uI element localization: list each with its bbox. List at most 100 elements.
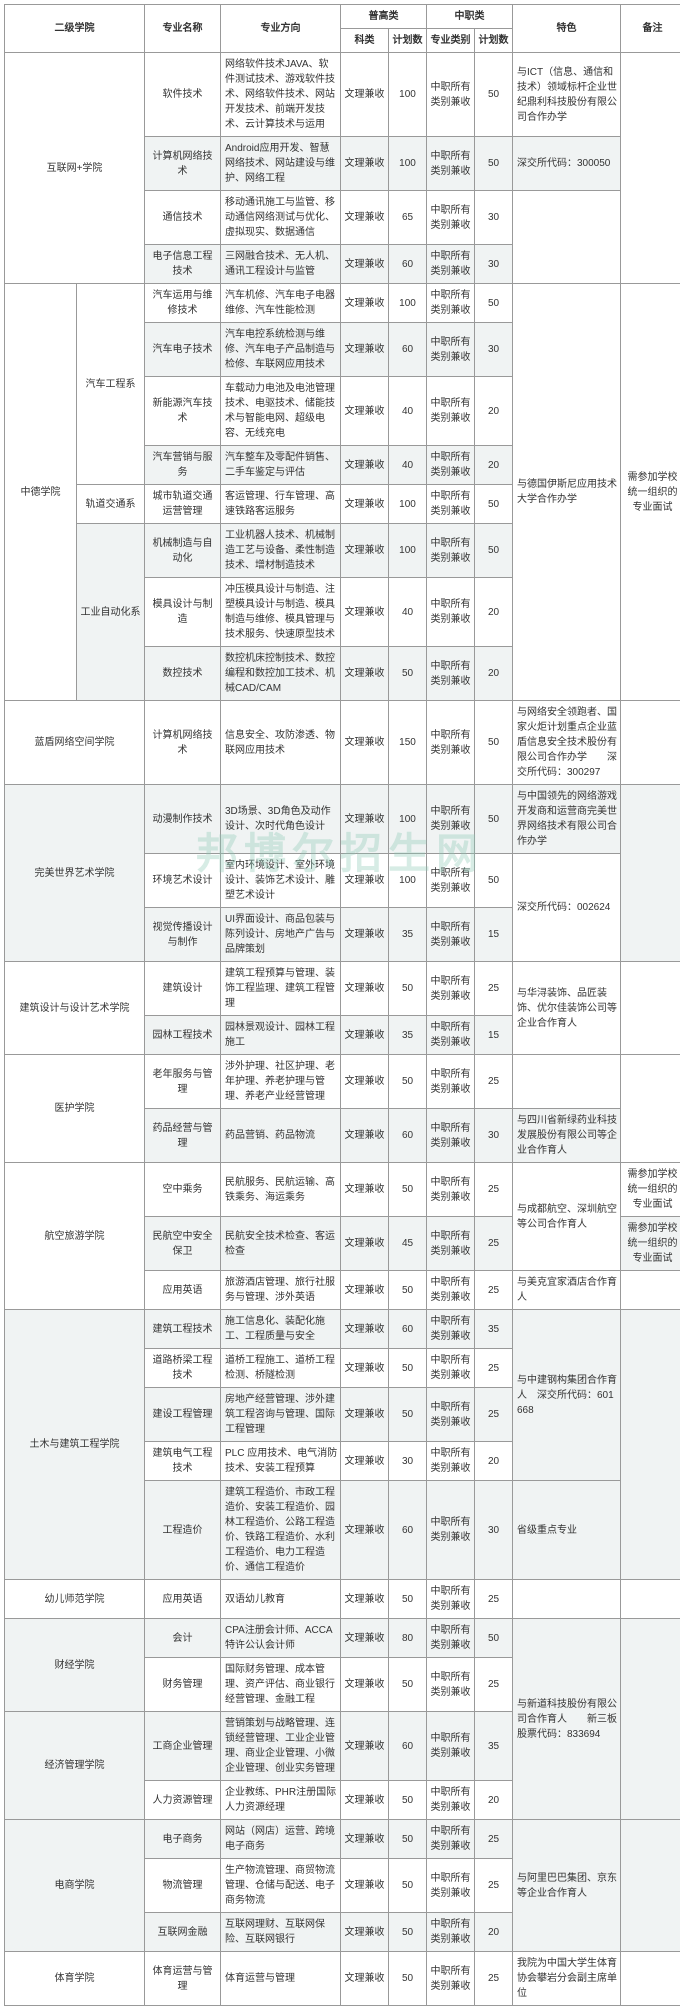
cell: 150 xyxy=(389,701,427,785)
th-major: 专业名称 xyxy=(145,5,221,53)
cell: PLC 应用技术、电气消防技术、安装工程预算 xyxy=(221,1442,341,1481)
cell: 三网融合技术、无人机、通讯工程设计与监管 xyxy=(221,245,341,284)
cell: 中职所有类别兼收 xyxy=(427,446,475,485)
cell: 财务管理 xyxy=(145,1658,221,1712)
cell: 文理兼收 xyxy=(341,785,389,854)
cell: 50 xyxy=(475,137,513,191)
th-vocational: 中职类 xyxy=(427,5,513,29)
cell: 城市轨道交通运营管理 xyxy=(145,485,221,524)
table-header: 二级学院 专业名称 专业方向 普高类 中职类 特色 备注 科类 计划数 专业类别… xyxy=(5,5,680,53)
cell: 文理兼收 xyxy=(341,1109,389,1163)
cell: 施工信息化、装配化施工、工程质量与安全 xyxy=(221,1310,341,1349)
cell: 建筑工程预算与管理、装饰工程监理、建筑工程管理 xyxy=(221,962,341,1016)
cell: 文理兼收 xyxy=(341,854,389,908)
cell: 50 xyxy=(389,1271,427,1310)
cell: 信息安全、攻防渗透、物联网应用技术 xyxy=(221,701,341,785)
cell: 中职所有类别兼收 xyxy=(427,647,475,701)
cell: 50 xyxy=(389,1952,427,2006)
cell: 文理兼收 xyxy=(341,53,389,137)
cell: 中职所有类别兼收 xyxy=(427,578,475,647)
cell: 与新道科技股份有限公司合作育人 新三板股票代码：833694 xyxy=(513,1619,621,1820)
cell: 文理兼收 xyxy=(341,1388,389,1442)
cell: 模具设计与制造 xyxy=(145,578,221,647)
cell: 中职所有类别兼收 xyxy=(427,1952,475,2006)
cell: 中职所有类别兼收 xyxy=(427,377,475,446)
cell: 中职所有类别兼收 xyxy=(427,284,475,323)
cell: 中职所有类别兼收 xyxy=(427,962,475,1016)
cell: 道路桥梁工程技术 xyxy=(145,1349,221,1388)
cell: 国际财务管理、成本管理、资产评估、商业银行经营管理、金融工程 xyxy=(221,1658,341,1712)
cell: 文理兼收 xyxy=(341,1163,389,1217)
cell: 中职所有类别兼收 xyxy=(427,908,475,962)
cell: 30 xyxy=(475,191,513,245)
cell: 中职所有类别兼收 xyxy=(427,1349,475,1388)
cell: 中职所有类别兼收 xyxy=(427,1820,475,1859)
cell: 50 xyxy=(389,1055,427,1109)
cell: 中职所有类别兼收 xyxy=(427,1619,475,1658)
cell: 中职所有类别兼收 xyxy=(427,785,475,854)
cell: 中职所有类别兼收 xyxy=(427,1658,475,1712)
cell: 50 xyxy=(389,962,427,1016)
cell: 50 xyxy=(389,647,427,701)
cell: 25 xyxy=(475,1349,513,1388)
cell xyxy=(621,1055,680,1163)
cell: 50 xyxy=(475,524,513,578)
cell: 文理兼收 xyxy=(341,1952,389,2006)
cell: 60 xyxy=(389,245,427,284)
cell xyxy=(621,1952,680,2006)
cell: 中职所有类别兼收 xyxy=(427,1781,475,1820)
cell: 电子商务 xyxy=(145,1820,221,1859)
cell: 文理兼收 xyxy=(341,1055,389,1109)
cell xyxy=(621,1820,680,1952)
cell: 双语幼儿教育 xyxy=(221,1580,341,1619)
cell: 民航空中安全保卫 xyxy=(145,1217,221,1271)
cell: 与华浔装饰、品匠装饰、优尔佳装饰公司等企业合作育人 xyxy=(513,962,621,1055)
cell: 房地产经营管理、涉外建筑工程咨询与管理、国际工程管理 xyxy=(221,1388,341,1442)
cell: 空中乘务 xyxy=(145,1163,221,1217)
cell: 3D场景、3D角色及动作设计、次时代角色设计 xyxy=(221,785,341,854)
cell: 客运管理、行车管理、高速铁路客运服务 xyxy=(221,485,341,524)
cell: 20 xyxy=(475,1781,513,1820)
cell xyxy=(621,53,680,284)
cell: 网络软件技术JAVA、软件测试技术、游戏软件技术、网络软件技术、网站开发技术、前… xyxy=(221,53,341,137)
cell: 与中国领先的网络游戏开发商和运营商完美世界网络技术有限公司合作办学 xyxy=(513,785,621,854)
cell: 冲压模具设计与制造、注塑模具设计与制造、模具制造与维修、模具管理与技术服务、快速… xyxy=(221,578,341,647)
cell: 网站（网店）运营、跨境电子商务 xyxy=(221,1820,341,1859)
cell: 应用英语 xyxy=(145,1580,221,1619)
cell: 中职所有类别兼收 xyxy=(427,1310,475,1349)
cell: 50 xyxy=(389,1781,427,1820)
cell: 35 xyxy=(475,1310,513,1349)
cell: 涉外护理、社区护理、老年护理、养老护理与管理、养老产业经营管理 xyxy=(221,1055,341,1109)
cell: 建筑工程技术 xyxy=(145,1310,221,1349)
th-subject: 科类 xyxy=(341,29,389,53)
cell xyxy=(621,785,680,962)
cell: 企业教练、PHR注册国际人力资源经理 xyxy=(221,1781,341,1820)
cell: 互联网金融 xyxy=(145,1913,221,1952)
cell: 25 xyxy=(475,1055,513,1109)
cell: 体育运营与管理 xyxy=(221,1952,341,2006)
cell: 60 xyxy=(389,323,427,377)
th-plan: 计划数 xyxy=(389,29,427,53)
cell: 汽车工程系 xyxy=(77,284,145,485)
cell xyxy=(621,1271,680,1310)
cell: 与成都航空、深圳航空等公司合作育人 xyxy=(513,1163,621,1271)
cell: 文理兼收 xyxy=(341,245,389,284)
th-plan2: 计划数 xyxy=(475,29,513,53)
cell: 65 xyxy=(389,191,427,245)
cell: 中职所有类别兼收 xyxy=(427,1580,475,1619)
cell: 与阿里巴巴集团、京东等企业合作育人 xyxy=(513,1820,621,1952)
cell: 中职所有类别兼收 xyxy=(427,1055,475,1109)
cell: 中职所有类别兼收 xyxy=(427,137,475,191)
cell: 省级重点专业 xyxy=(513,1481,621,1580)
cell: 文理兼收 xyxy=(341,1310,389,1349)
cell: 中职所有类别兼收 xyxy=(427,1913,475,1952)
cell: 中职所有类别兼收 xyxy=(427,1712,475,1781)
cell: 文理兼收 xyxy=(341,1271,389,1310)
cell: 50 xyxy=(475,854,513,908)
cell: 文理兼收 xyxy=(341,1580,389,1619)
cell: 建筑设计 xyxy=(145,962,221,1016)
cell: 文理兼收 xyxy=(341,1781,389,1820)
cell: 50 xyxy=(389,1580,427,1619)
cell xyxy=(621,962,680,1055)
cell: 新能源汽车技术 xyxy=(145,377,221,446)
